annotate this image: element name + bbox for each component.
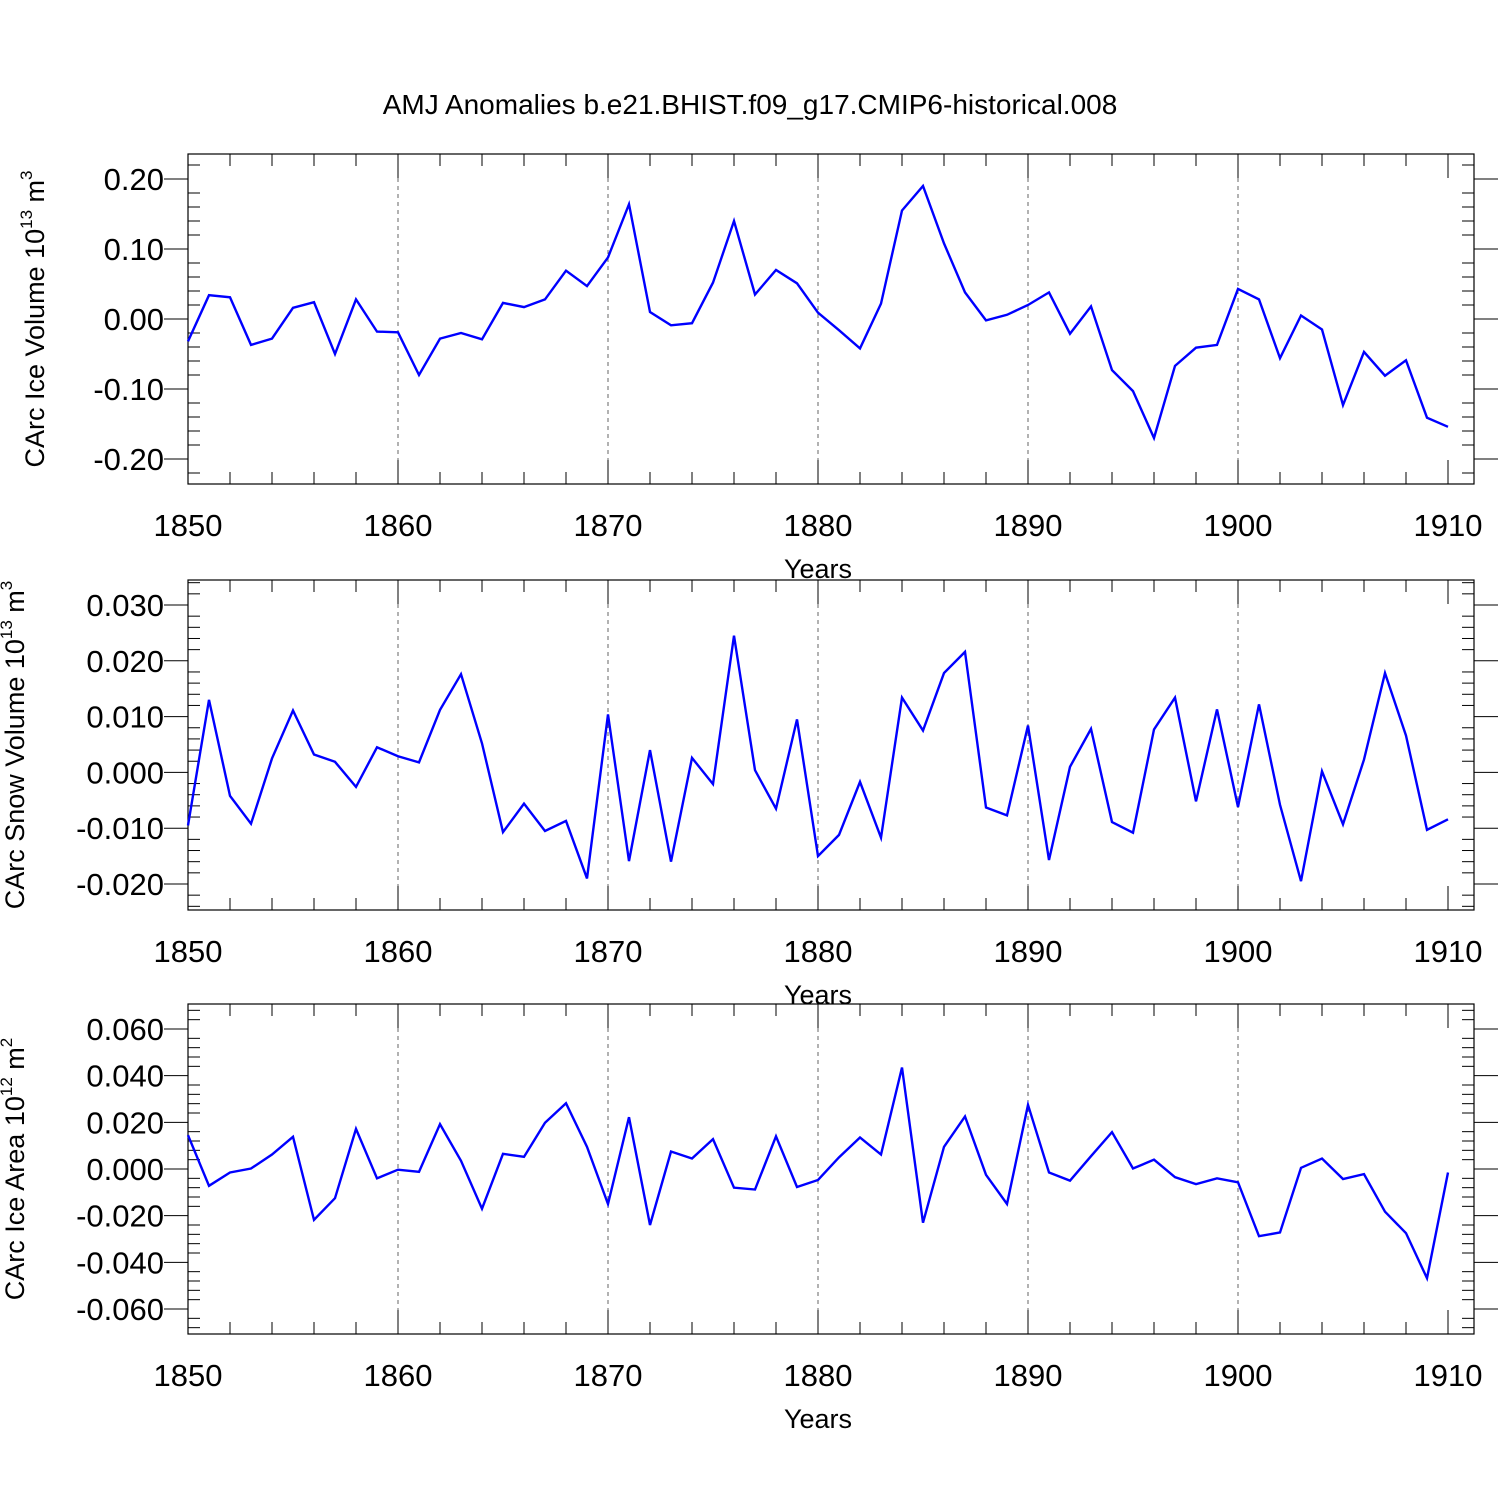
y-axis-label: CArc Snow Volume 1013 m3	[0, 581, 30, 910]
x-tick-label: 1890	[994, 934, 1063, 969]
x-tick-label: 1850	[154, 508, 223, 543]
y-tick-label: 0.020	[86, 1105, 164, 1140]
y-axis-label: CArc Ice Volume 1013 m3	[17, 170, 50, 467]
x-tick-label: 1900	[1204, 508, 1273, 543]
y-tick-label: 0.000	[86, 755, 164, 790]
y-tick-label: 0.00	[104, 302, 164, 337]
plot-frame	[187, 1003, 1475, 1335]
series-line-ice_volume	[186, 183, 1449, 442]
x-tick-label: 1910	[1414, 1358, 1483, 1393]
x-tick-label: 1890	[994, 508, 1063, 543]
x-tick-label: 1870	[574, 508, 643, 543]
series-line-snow_volume	[186, 635, 1449, 882]
x-tick-label: 1880	[784, 1358, 853, 1393]
x-tick-label: 1860	[364, 508, 433, 543]
plot-frame	[187, 579, 1475, 911]
x-tick-label: 1900	[1204, 934, 1273, 969]
panel-snow_volume: -0.020 -0.010 0.000 0.010 0.020 0.030 1850 1860…	[0, 579, 1498, 1010]
x-tick-label: 1860	[364, 1358, 433, 1393]
y-tick-label: 0.000	[86, 1152, 164, 1187]
y-tick-label: -0.020	[76, 867, 164, 902]
x-axis-label: Years	[784, 1404, 852, 1434]
x-tick-label: 1860	[364, 934, 433, 969]
y-tick-label: 0.030	[86, 588, 164, 623]
y-axis-label: CArc Ice Area 1012 m2	[0, 1038, 30, 1301]
panel-ice_volume: -0.20 -0.10 0.00 0.10 0.20 1850 1860 1870 1880 18…	[17, 153, 1498, 584]
y-tick-label: 0.010	[86, 700, 164, 735]
x-tick-label: 1910	[1414, 508, 1483, 543]
y-tick-label: -0.040	[76, 1245, 164, 1280]
y-tick-label: 0.20	[104, 162, 164, 197]
y-tick-label: -0.060	[76, 1292, 164, 1327]
plot-frame	[187, 153, 1475, 485]
y-tick-label: 0.10	[104, 232, 164, 267]
x-tick-label: 1870	[574, 934, 643, 969]
x-tick-label: 1880	[784, 508, 853, 543]
x-tick-label: 1850	[154, 934, 223, 969]
x-tick-label: 1850	[154, 1358, 223, 1393]
y-tick-label: -0.10	[93, 372, 164, 407]
x-tick-label: 1880	[784, 934, 853, 969]
x-tick-label: 1900	[1204, 1358, 1273, 1393]
x-tick-label: 1890	[994, 1358, 1063, 1393]
y-tick-label: -0.020	[76, 1199, 164, 1234]
x-tick-label: 1870	[574, 1358, 643, 1393]
y-tick-label: 0.040	[86, 1059, 164, 1094]
series-line-ice_area	[186, 1067, 1450, 1283]
y-tick-label: 0.060	[86, 1012, 164, 1047]
x-tick-label: 1910	[1414, 934, 1483, 969]
chart-title: AMJ Anomalies b.e21.BHIST.f09_g17.CMIP6-…	[383, 89, 1118, 120]
panel-ice_area: -0.060 -0.040 -0.020 0.000 0.020 0.040 0.060 18…	[0, 1003, 1498, 1434]
y-tick-label: 0.020	[86, 644, 164, 679]
y-tick-label: -0.010	[76, 811, 164, 846]
x-axis-label: Years	[784, 554, 852, 584]
y-tick-label: -0.20	[93, 442, 164, 477]
